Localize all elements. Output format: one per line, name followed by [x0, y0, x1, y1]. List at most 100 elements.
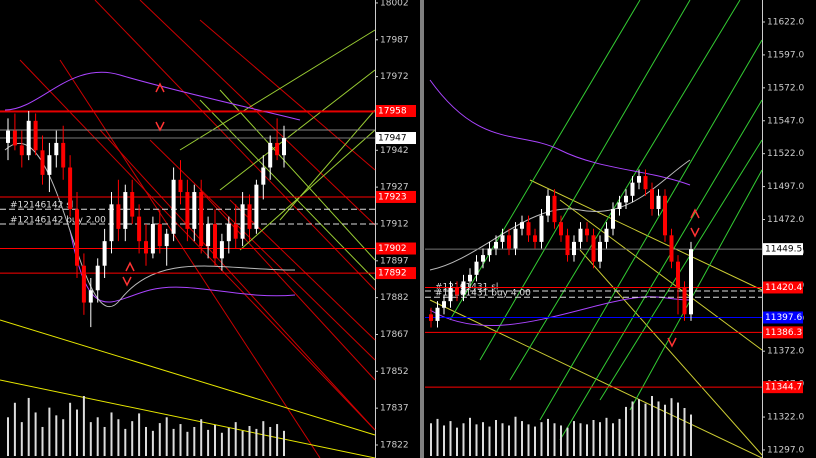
price-tag	[763, 243, 803, 256]
candle-body	[630, 182, 635, 196]
candle-body	[500, 235, 505, 242]
indicator-line	[19, 59, 376, 431]
candle-body	[656, 195, 661, 209]
candle-body	[461, 281, 466, 295]
candle-body	[442, 301, 446, 308]
candle-body	[61, 142, 66, 168]
indicator-line	[149, 139, 376, 361]
candle-body	[585, 228, 589, 236]
signal-arrow	[122, 276, 132, 287]
candle-body	[226, 223, 231, 242]
signal-arrow	[690, 227, 700, 238]
signal-arrow	[125, 261, 135, 272]
y-tick-label: 17897	[380, 256, 409, 266]
candle-body	[637, 176, 641, 183]
candle-body	[81, 265, 86, 303]
indicator-line	[0, 379, 376, 458]
candle-body	[611, 208, 615, 229]
candle-body	[468, 274, 472, 282]
price-tag-label: 17892	[378, 269, 407, 279]
price-tag-label: 17902	[378, 244, 407, 254]
candle-body	[624, 195, 628, 203]
indicator-line	[529, 179, 763, 291]
envelope	[429, 159, 691, 271]
candle-body	[116, 204, 121, 229]
candle-body	[254, 184, 259, 229]
y-tick-label: 11622.0	[767, 17, 804, 27]
y-tick-label: 17852	[380, 367, 409, 377]
indicator-line	[229, 199, 376, 341]
price-tag-label: 17923	[378, 192, 407, 202]
bollinger-band	[429, 296, 691, 327]
y-tick-label: 11572.0	[767, 83, 804, 93]
candle-body	[552, 195, 557, 223]
candle-body	[88, 290, 93, 303]
candle-body	[206, 223, 211, 247]
candle-body	[261, 167, 266, 185]
indicator-line	[219, 89, 376, 261]
candle-body	[513, 228, 518, 249]
candle-body	[520, 222, 524, 229]
candle-body	[26, 120, 31, 156]
price-tag	[763, 381, 803, 394]
order-label: #12146142 buy 2.00	[10, 215, 106, 225]
candle-body	[494, 241, 498, 249]
candle-body	[137, 216, 142, 242]
indicator-line	[629, 169, 763, 411]
candle-body	[150, 223, 155, 254]
y-tick-label: 11297.0	[767, 445, 804, 455]
candle-body	[565, 235, 570, 256]
indicator-line	[599, 139, 763, 401]
candle-body	[282, 138, 286, 156]
candle-body	[455, 287, 459, 295]
candle-body	[481, 255, 485, 262]
price-tag-label: 17958	[378, 107, 407, 117]
order-label: #12161431 buy 4.00	[435, 289, 531, 299]
candle-body	[75, 209, 79, 266]
indicator-line	[0, 319, 376, 436]
candle-body	[68, 167, 73, 210]
candle-body	[95, 265, 100, 291]
candle-body	[539, 215, 544, 242]
candle-body	[487, 248, 492, 256]
candle-body	[240, 204, 245, 239]
candle-body	[546, 195, 550, 216]
price-tag-label: 11420.4	[765, 283, 802, 293]
candle-body	[130, 192, 135, 217]
candle-body	[178, 179, 183, 193]
candle-body	[213, 223, 217, 259]
price-tag	[376, 132, 416, 145]
signal-arrow	[667, 337, 677, 348]
candle-body	[604, 228, 609, 242]
candle-body	[123, 192, 128, 229]
candle-body	[533, 235, 537, 242]
candle-body	[689, 249, 693, 315]
price-tag	[763, 326, 803, 339]
candle-body	[199, 192, 204, 247]
candle-body	[192, 192, 197, 229]
candle-body	[676, 261, 680, 288]
y-tick-label: 17987	[380, 35, 409, 45]
y-tick-label: 11497.0	[767, 182, 804, 192]
price-tag	[376, 242, 416, 255]
bollinger-band	[429, 79, 691, 186]
indicator-line	[449, 0, 641, 321]
y-tick-label: 11547.0	[767, 116, 804, 126]
y-tick-label: 11597.0	[767, 50, 804, 60]
candle-body	[247, 204, 252, 229]
bollinger-band	[4, 71, 301, 121]
candle-body	[682, 287, 687, 315]
candle-body	[429, 314, 433, 321]
candle-body	[669, 235, 674, 262]
price-tag	[763, 311, 803, 324]
indicator-line	[239, 129, 376, 251]
candle-body	[185, 192, 190, 229]
y-tick-label: 11472.0	[767, 215, 804, 225]
y-tick-label: 11322.0	[767, 413, 804, 423]
candle-body	[591, 235, 596, 262]
y-tick-label: 17822	[380, 440, 409, 450]
indicator-line	[579, 249, 763, 456]
candle-body	[643, 176, 648, 190]
